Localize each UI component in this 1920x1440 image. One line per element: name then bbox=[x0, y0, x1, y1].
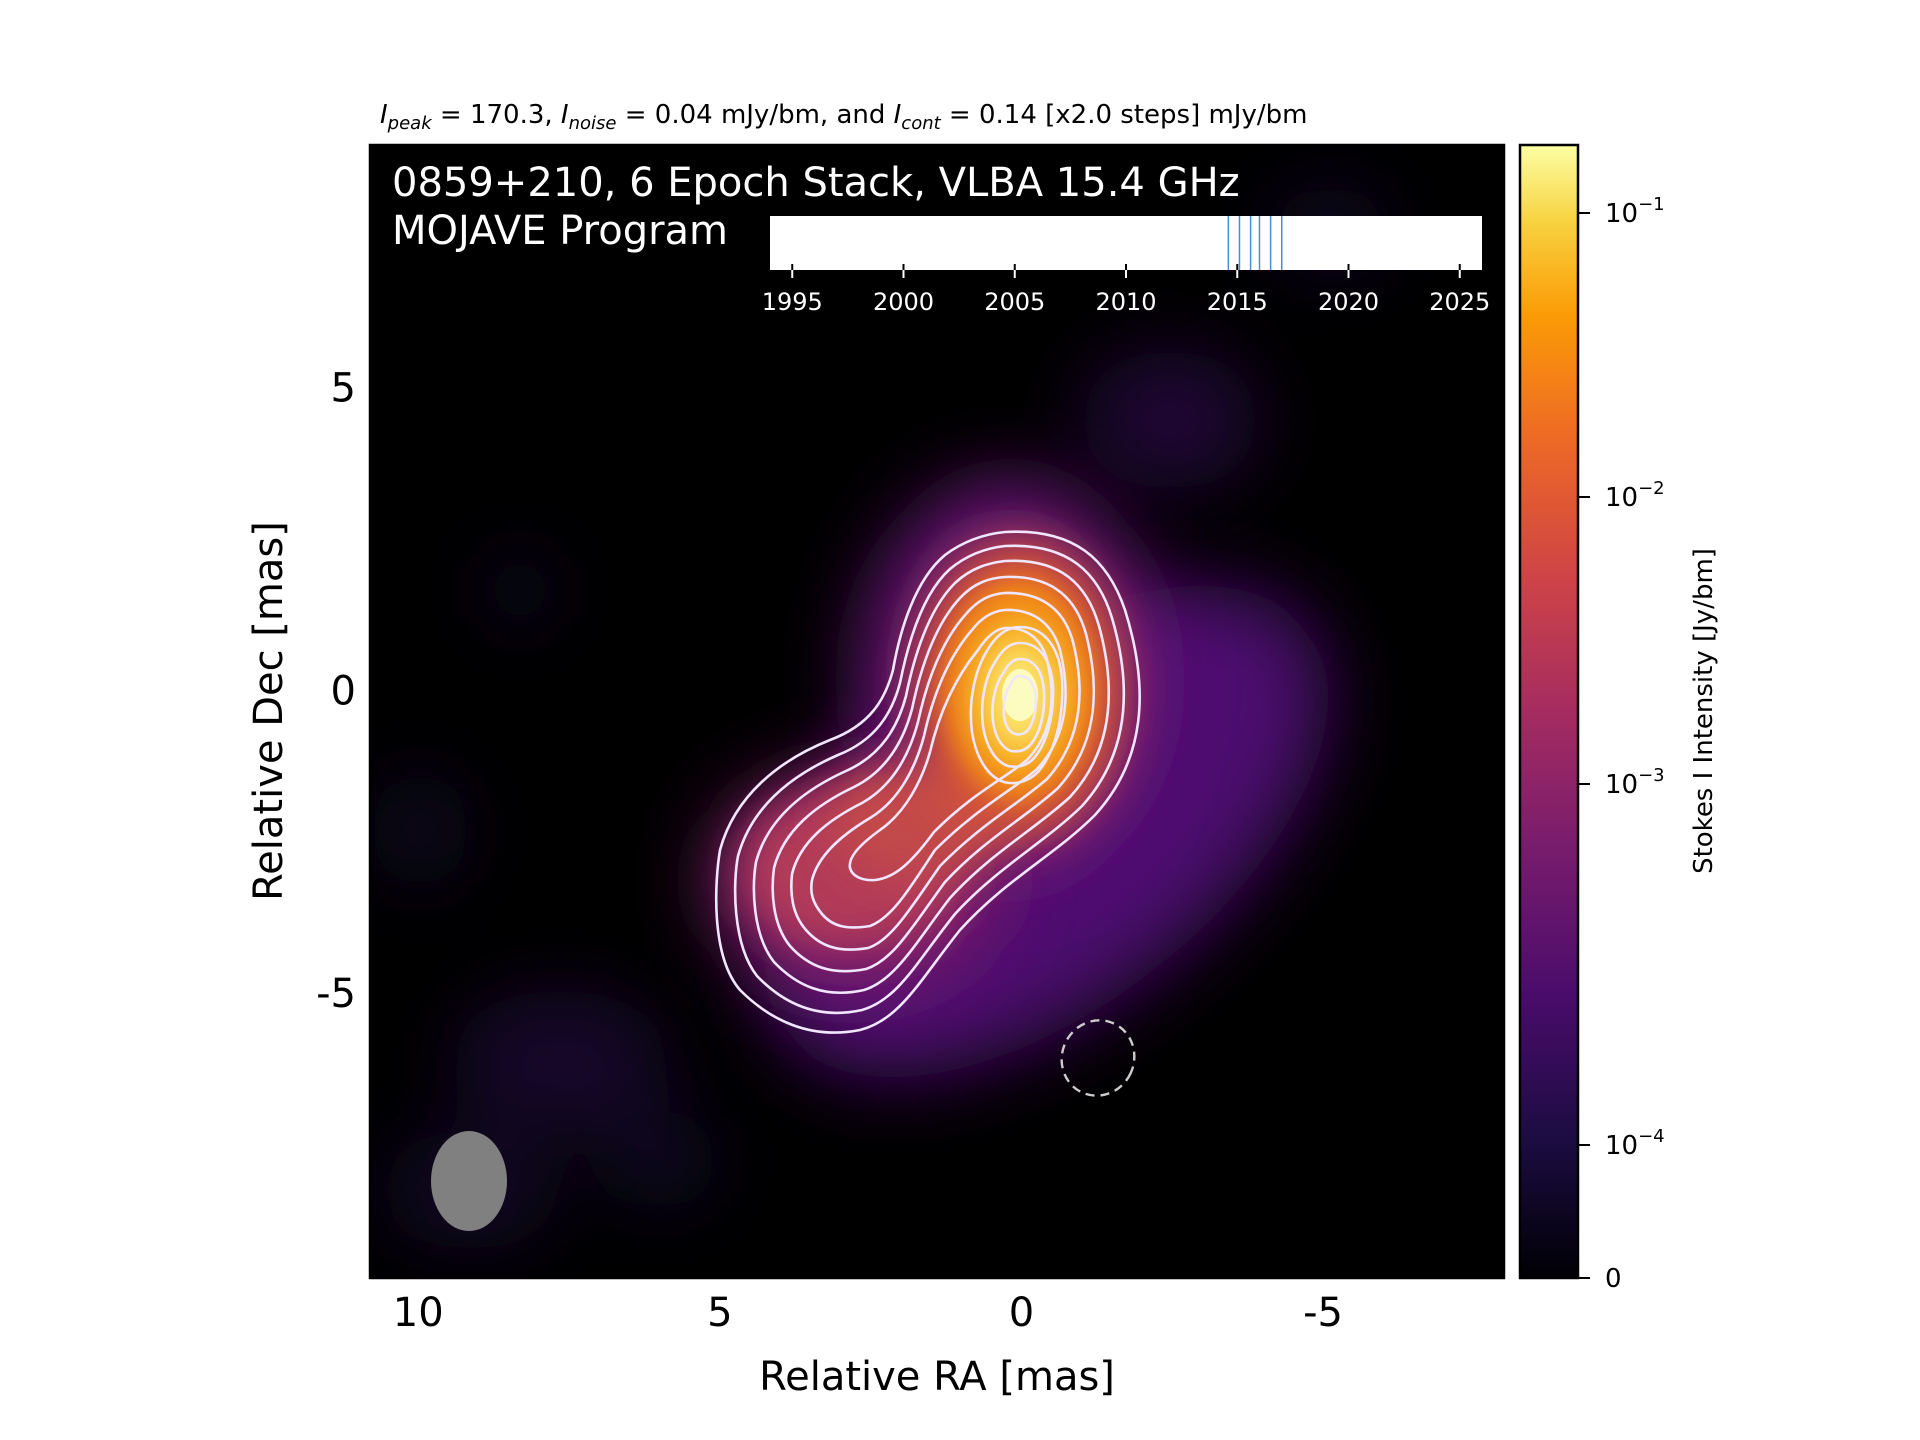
epoch-tick-label: 2015 bbox=[1207, 288, 1268, 316]
contour-line bbox=[848, 626, 1053, 882]
epoch-tick-label: 2000 bbox=[873, 288, 934, 316]
epoch-tick-label: 2025 bbox=[1429, 288, 1490, 316]
colorbar: 10−1 10−2 10−3 10−4 0 Stokes I Intensity [Jy… bbox=[1518, 143, 1719, 1294]
contour-line bbox=[771, 575, 1096, 973]
contour-line bbox=[991, 657, 1046, 753]
contour-line bbox=[1002, 674, 1038, 736]
colorbar-tick-label: 10−3 bbox=[1605, 765, 1665, 800]
overlay-title-line1: 0859+210, 6 Epoch Stack, VLBA 15.4 GHz bbox=[392, 160, 1240, 206]
y-tick-label: -5 bbox=[316, 971, 356, 1017]
epoch-lines bbox=[1227, 216, 1283, 270]
contour-line bbox=[714, 530, 1141, 1034]
x-tick-label: 0 bbox=[1009, 1290, 1034, 1336]
epoch-tick-label: 2005 bbox=[984, 288, 1045, 316]
beam-ellipse bbox=[431, 1131, 507, 1231]
x-ticks bbox=[417, 1268, 1325, 1278]
epoch-tick-labels: 1995 2000 2005 2010 2015 2020 2025 bbox=[762, 288, 1491, 316]
contour-line bbox=[752, 559, 1111, 995]
y-tick-labels: 5 0 -5 bbox=[316, 365, 356, 1017]
epoch-tick-label: 1995 bbox=[762, 288, 823, 316]
x-tick-label: 10 bbox=[393, 1290, 444, 1336]
image-panel: 0859+210, 6 Epoch Stack, VLBA 15.4 GHz M… bbox=[368, 143, 1506, 1280]
y-axis-label: Relative Dec [mas] bbox=[246, 521, 292, 901]
contour-line bbox=[980, 641, 1055, 769]
epoch-tick-label: 2010 bbox=[1095, 288, 1156, 316]
y-tick-label: 5 bbox=[331, 365, 356, 411]
colorbar-gradient bbox=[1520, 145, 1578, 1278]
colorbar-tick-label: 10−1 bbox=[1605, 194, 1665, 229]
colorbar-frame bbox=[1518, 143, 1580, 1280]
colorbar-tick-label: 10−2 bbox=[1605, 478, 1665, 513]
epoch-timeline-box bbox=[770, 216, 1482, 270]
colorbar-tick-label: 10−4 bbox=[1605, 1126, 1665, 1161]
plot-title: Ipeak = 170.3, Inoise = 0.04 mJy/bm, and… bbox=[380, 100, 1308, 135]
x-tick-label: 5 bbox=[707, 1290, 732, 1336]
contour-line bbox=[810, 608, 1067, 929]
colorbar-ticks: 10−1 10−2 10−3 10−4 0 bbox=[1578, 194, 1665, 1294]
x-tick-labels: 10 5 0 -5 bbox=[393, 1290, 1343, 1336]
colorbar-tick-label: 0 bbox=[1605, 1264, 1622, 1294]
y-tick-label: 0 bbox=[331, 668, 356, 714]
x-axis-label: Relative RA [mas] bbox=[759, 1354, 1115, 1400]
epoch-timeline: 1995 2000 2005 2010 2015 2020 2025 bbox=[762, 216, 1491, 316]
y-ticks bbox=[370, 386, 380, 995]
colorbar-label: Stokes I Intensity [Jy/bm] bbox=[1689, 548, 1719, 874]
epoch-ticks bbox=[791, 264, 1461, 278]
overlay-title-line2: MOJAVE Program bbox=[392, 208, 728, 254]
x-tick-label: -5 bbox=[1303, 1290, 1343, 1336]
negative-contour bbox=[1060, 1019, 1136, 1097]
contour-line bbox=[733, 544, 1126, 1015]
contour-line bbox=[969, 625, 1064, 785]
epoch-tick-label: 2020 bbox=[1318, 288, 1379, 316]
contour-line bbox=[790, 591, 1081, 951]
plot-frame bbox=[368, 143, 1506, 1280]
contours bbox=[714, 530, 1141, 1034]
